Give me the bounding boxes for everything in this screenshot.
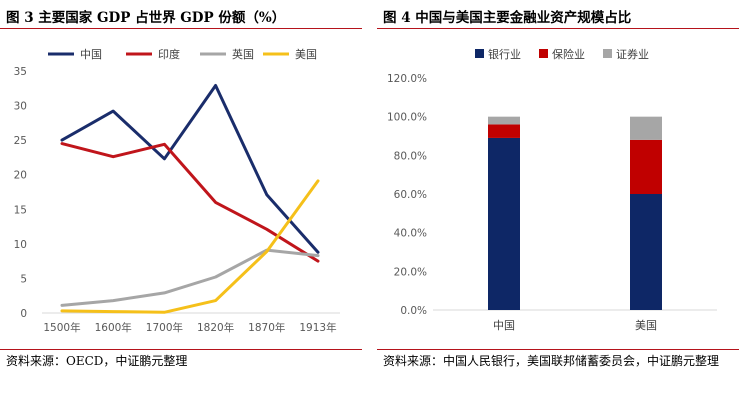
y-tick-label-1: 5 [20, 273, 27, 285]
y-tick-label-4: 20 [14, 170, 27, 182]
legend-swatch-1 [539, 49, 548, 58]
y-tick-label-3: 60.0% [394, 189, 427, 201]
legend-label-2: 英国 [232, 47, 254, 61]
legend-label-1: 保险业 [552, 47, 585, 61]
right-source: 资料来源：中国人民银行，美国联邦储蓄委员会，中证鹏元整理 [383, 354, 720, 368]
bar-1-1 [630, 139, 662, 194]
series-line-1 [60, 142, 320, 263]
y-tick-label-1: 20.0% [394, 266, 427, 278]
legend-label-3: 美国 [295, 48, 317, 61]
bar-0-1 [488, 124, 520, 138]
right-source-rule [377, 349, 739, 350]
x-tick-label-3: 1820年 [197, 321, 234, 334]
x-tick-label-0: 中国 [493, 319, 515, 332]
y-tick-label-5: 100.0% [387, 112, 427, 124]
y-tick-label-2: 40.0% [394, 228, 427, 240]
x-tick-label-1: 美国 [635, 319, 657, 332]
y-tick-label-6: 30 [14, 101, 27, 113]
x-tick-label-2: 1700年 [146, 321, 183, 334]
legend-label-2: 证券业 [616, 47, 649, 61]
x-tick-label-1: 1600年 [95, 321, 132, 334]
left-chart-title: 图 3 主要国家 GDP 占世界 GDP 份额（%） [6, 10, 286, 26]
x-tick-label-0: 1500年 [43, 321, 80, 334]
series-line-0 [60, 84, 320, 254]
bar-0-0 [488, 137, 520, 310]
series-line-2 [60, 248, 320, 307]
left-title-rule [0, 28, 362, 29]
bar-1-0 [630, 194, 662, 310]
bar-0-2 [488, 116, 520, 125]
right-panel: 图 4 中国与美国主要金融业资产规模占比 银行业 保险业 证券业 0.0% 20.0% 4… [377, 0, 739, 400]
legend-label-1: 印度 [158, 47, 180, 61]
right-chart-title: 图 4 中国与美国主要金融业资产规模占比 [383, 10, 632, 26]
left-source: 资料来源：OECD，中证鹏元整理 [6, 354, 188, 368]
y-tick-label-4: 80.0% [394, 150, 427, 162]
y-tick-label-6: 120.0% [387, 73, 427, 85]
y-tick-label-7: 35 [14, 66, 27, 78]
y-tick-label-0: 0 [20, 308, 27, 320]
stacked-bar-chart: 银行业 保险业 证券业 0.0% 20.0% 40.0% 60.0% 80.0% 100.0% 1… [387, 47, 717, 332]
x-tick-label-4: 1870年 [248, 321, 285, 334]
left-source-rule [0, 349, 362, 350]
y-tick-label-0: 0.0% [400, 305, 427, 317]
y-tick-label-3: 15 [14, 204, 27, 216]
y-tick-label-5: 25 [14, 135, 27, 147]
right-title-rule [377, 28, 739, 29]
x-tick-label-5: 1913年 [299, 321, 336, 334]
y-tick-label-2: 10 [14, 239, 27, 251]
legend-label-0: 中国 [80, 48, 102, 61]
legend-label-0: 银行业 [488, 47, 521, 61]
legend-swatch-0 [475, 49, 484, 58]
legend-swatch-2 [603, 49, 612, 58]
line-chart: 中国 印度 英国 美国 0 5 10 15 20 25 30 35 1500年 1600年 1700年 182… [14, 47, 340, 334]
left-panel: 图 3 主要国家 GDP 占世界 GDP 份额（%） 中国 印度 英国 美国 0 5 10 1… [0, 0, 362, 400]
bar-1-2 [630, 116, 662, 140]
series-line-3 [60, 179, 320, 314]
